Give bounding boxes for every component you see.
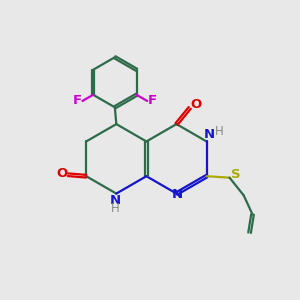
Text: F: F bbox=[148, 94, 157, 107]
Text: N: N bbox=[172, 188, 183, 201]
Text: O: O bbox=[190, 98, 201, 111]
Text: O: O bbox=[56, 167, 68, 180]
Text: H: H bbox=[110, 202, 119, 215]
Text: H: H bbox=[214, 125, 223, 138]
Text: N: N bbox=[203, 128, 214, 141]
Text: S: S bbox=[231, 168, 241, 181]
Text: N: N bbox=[109, 194, 120, 207]
Text: F: F bbox=[73, 94, 82, 107]
